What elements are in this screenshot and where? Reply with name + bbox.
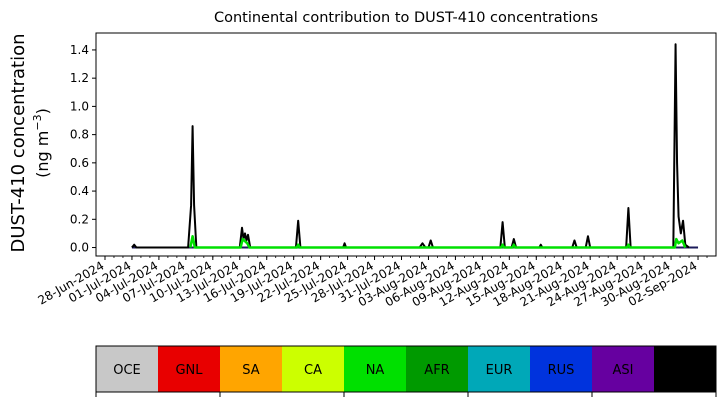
y-tick-label: 0.0 (70, 241, 89, 255)
legend-label-gnl: GNL (175, 363, 203, 378)
legend-swatch-rus (530, 346, 592, 392)
legend-label-rus: RUS (548, 363, 575, 378)
y-axis-unit-prefix: (ng m (33, 131, 52, 178)
legend-swatch-ca (282, 346, 344, 392)
legend-swatch-na (344, 346, 406, 392)
series-line-total (131, 43, 690, 249)
y-tick-label: 0.8 (70, 128, 89, 142)
legend-frame (95, 345, 717, 393)
y-ticks: 0.0 0.2 0.4 0.6 0.8 1.0 1.2 1.4 (70, 43, 96, 255)
y-tick-label: 0.6 (70, 156, 89, 170)
y-axis-label-line2: (ng m−3) (31, 108, 52, 178)
legend-swatch-aus (654, 346, 716, 392)
y-tick-label: 1.2 (70, 71, 89, 85)
legend-label-eur: EUR (486, 363, 513, 378)
series-line-na (189, 234, 687, 249)
legend-swatch-asi (592, 346, 654, 392)
y-axis-label: DUST-410 concentration (ng m−3) (8, 33, 52, 252)
y-axis-unit-exponent: −3 (31, 114, 44, 130)
x-ticks: 28-Jun-202401-Jul-202404-Jul-202407-Jul-… (35, 256, 708, 309)
y-tick-label: 0.2 (70, 212, 89, 226)
plot-area (95, 32, 717, 257)
legend-swatch-eur (468, 346, 530, 392)
legend-swatch-afr (406, 346, 468, 392)
chart-title: Continental contribution to DUST-410 con… (214, 10, 598, 26)
series-layer (131, 43, 699, 249)
y-tick-label: 0.4 (70, 184, 89, 198)
legend-label-oce: OCE (113, 363, 141, 378)
y-tick-label: 1.0 (70, 99, 89, 113)
legend-label-na: NA (366, 363, 385, 378)
y-axis-unit-suffix: ) (33, 108, 52, 114)
y-tick-label: 1.4 (70, 43, 89, 57)
legend-swatch-oce (96, 346, 158, 392)
y-axis-label-line1: DUST-410 concentration (8, 33, 29, 252)
legend-label-afr: AFR (424, 363, 449, 378)
legend-swatch-sa (220, 346, 282, 392)
legend-swatch-gnl (158, 346, 220, 392)
legend-label-ca: CA (304, 363, 322, 378)
legend-label-aus: AUS (672, 363, 699, 378)
legend-label-sa: SA (242, 363, 259, 378)
plot-frame (95, 32, 717, 257)
legend-label-asi: ASI (613, 363, 634, 378)
legend: OCE GNL SA CA NA AFR EUR RUS ASI AUS (95, 345, 717, 397)
